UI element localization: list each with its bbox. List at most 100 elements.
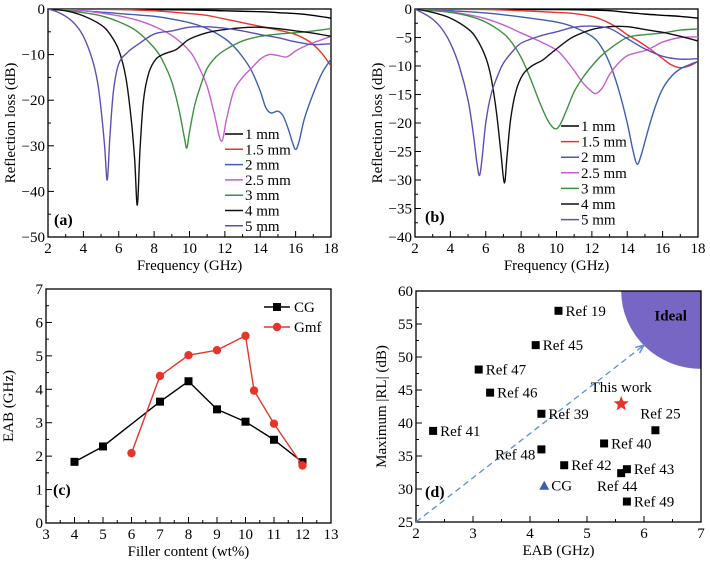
y-tick-label: 0 <box>405 2 413 18</box>
series-line-4-mm <box>48 9 331 206</box>
x-tick-label: 6 <box>115 241 123 257</box>
legend-label: 2.5 mm <box>245 173 291 189</box>
panel-label: (a) <box>54 212 73 229</box>
x-axis-title: Filler content (wt%) <box>128 544 250 560</box>
data-point-Gmf <box>212 345 222 355</box>
x-tick-label: 16 <box>288 241 304 257</box>
data-point-CG <box>184 377 193 386</box>
y-tick-label: −30 <box>22 139 45 155</box>
point-marker <box>486 388 495 397</box>
series-line-5-mm <box>48 9 331 181</box>
y-tick-label: 1 <box>36 483 44 499</box>
point-label: Ref 19 <box>566 304 606 320</box>
x-tick-label: 5 <box>99 527 107 543</box>
series-line-3-mm <box>415 9 698 130</box>
point-marker <box>539 480 550 490</box>
data-point-Gmf <box>269 419 279 428</box>
scatter-point-ref-43: Ref 43 <box>622 462 674 478</box>
legend-label: 5 mm <box>245 219 280 235</box>
x-tick-label: 18 <box>324 241 339 257</box>
scatter-point-ref-44: Ref 44 <box>597 469 638 495</box>
x-tick-label: 2 <box>44 241 52 257</box>
x-tick-label: 10 <box>549 241 564 257</box>
scatter-point-ref-45: Ref 45 <box>531 338 583 354</box>
y-tick-label: −10 <box>22 48 45 64</box>
point-marker <box>474 365 483 374</box>
series-line-4-mm <box>415 9 698 184</box>
scatter-point-ref-40: Ref 40 <box>600 436 652 452</box>
point-marker <box>429 426 438 435</box>
data-point-CG <box>156 397 164 406</box>
x-axis-title: Frequency (GHz) <box>504 258 609 274</box>
point-label: Ref 47 <box>486 363 527 379</box>
data-point-Gmf <box>155 371 165 381</box>
y-tick-label: −40 <box>22 184 45 200</box>
data-point-CG <box>241 417 250 426</box>
y-tick-label: 2 <box>36 449 44 465</box>
x-tick-label: 11 <box>267 527 281 543</box>
x-tick-label: 7 <box>156 527 164 543</box>
y-tick-label: −40 <box>389 230 412 246</box>
ideal-region-label: Ideal <box>654 309 687 325</box>
y-tick-label: −20 <box>389 116 412 132</box>
x-tick-label: 4 <box>80 241 88 257</box>
y-tick-label: 7 <box>36 282 44 298</box>
y-axis-title: Reflection loss (dB) <box>3 63 19 184</box>
point-label: Ref 39 <box>548 407 588 423</box>
series-line-Gmf <box>130 335 304 466</box>
scatter-point-this-work: This work <box>591 380 652 411</box>
plot-frame <box>47 8 332 238</box>
x-tick-label: 4 <box>447 241 455 257</box>
point-label: Ref 44 <box>597 479 638 495</box>
x-tick-label: 9 <box>213 527 221 543</box>
y-tick-label: 25 <box>398 515 413 531</box>
x-axis-title: Frequency (GHz) <box>137 258 242 274</box>
ideal-region <box>621 291 701 369</box>
point-label: Ref 43 <box>634 462 674 478</box>
point-marker <box>554 306 563 315</box>
point-label: Ref 42 <box>571 458 611 474</box>
point-label: Ref 45 <box>543 338 583 354</box>
scatter-point-ref-48: Ref 48 <box>495 445 546 463</box>
point-marker <box>651 426 660 435</box>
data-point-CG <box>99 442 107 451</box>
y-axis-title: Reflection loss (dB) <box>370 63 386 184</box>
series-line-3-mm <box>48 9 331 149</box>
x-tick-label: 2 <box>411 241 419 257</box>
data-point-Gmf <box>184 350 193 360</box>
x-tick-label: 8 <box>185 527 193 543</box>
x-tick-label: 12 <box>295 527 310 543</box>
y-tick-label: −15 <box>389 88 412 104</box>
y-tick-label: 3 <box>36 416 44 432</box>
x-tick-label: 2 <box>412 526 420 542</box>
scatter-point-ref-47: Ref 47 <box>474 363 527 379</box>
legend-label: 1 mm <box>581 119 616 135</box>
scatter-point-cg: CG <box>539 479 572 495</box>
point-label: Ref 40 <box>611 436 651 452</box>
series-line-1_5-mm <box>48 9 331 67</box>
x-tick-label: 16 <box>655 241 671 257</box>
data-point-Gmf <box>298 461 307 470</box>
y-tick-label: −20 <box>22 93 45 109</box>
scatter-point-ref-41: Ref 41 <box>429 424 481 440</box>
series-line-1_5-mm <box>415 9 698 69</box>
x-tick-label: 18 <box>691 241 706 257</box>
x-tick-label: 12 <box>217 241 232 257</box>
x-tick-label: 14 <box>620 241 636 257</box>
point-marker <box>600 439 609 448</box>
point-marker <box>537 445 546 454</box>
series-line-5-mm <box>415 9 698 177</box>
point-label: Ref 41 <box>440 424 480 440</box>
y-tick-label: −50 <box>22 230 45 246</box>
x-tick-label: 4 <box>71 527 79 543</box>
y-tick-label: −5 <box>396 31 412 47</box>
series-line-2-mm <box>48 9 331 151</box>
point-marker <box>560 461 569 470</box>
legend-label: 5 mm <box>581 213 616 229</box>
legend-label: 2.5 mm <box>581 166 627 182</box>
y-tick-label: 0 <box>38 2 46 18</box>
x-tick-label: 10 <box>238 527 253 543</box>
series-group <box>48 9 331 206</box>
